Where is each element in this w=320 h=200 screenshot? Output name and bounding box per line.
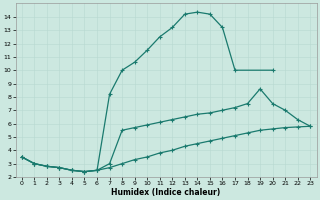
X-axis label: Humidex (Indice chaleur): Humidex (Indice chaleur) bbox=[111, 188, 221, 197]
